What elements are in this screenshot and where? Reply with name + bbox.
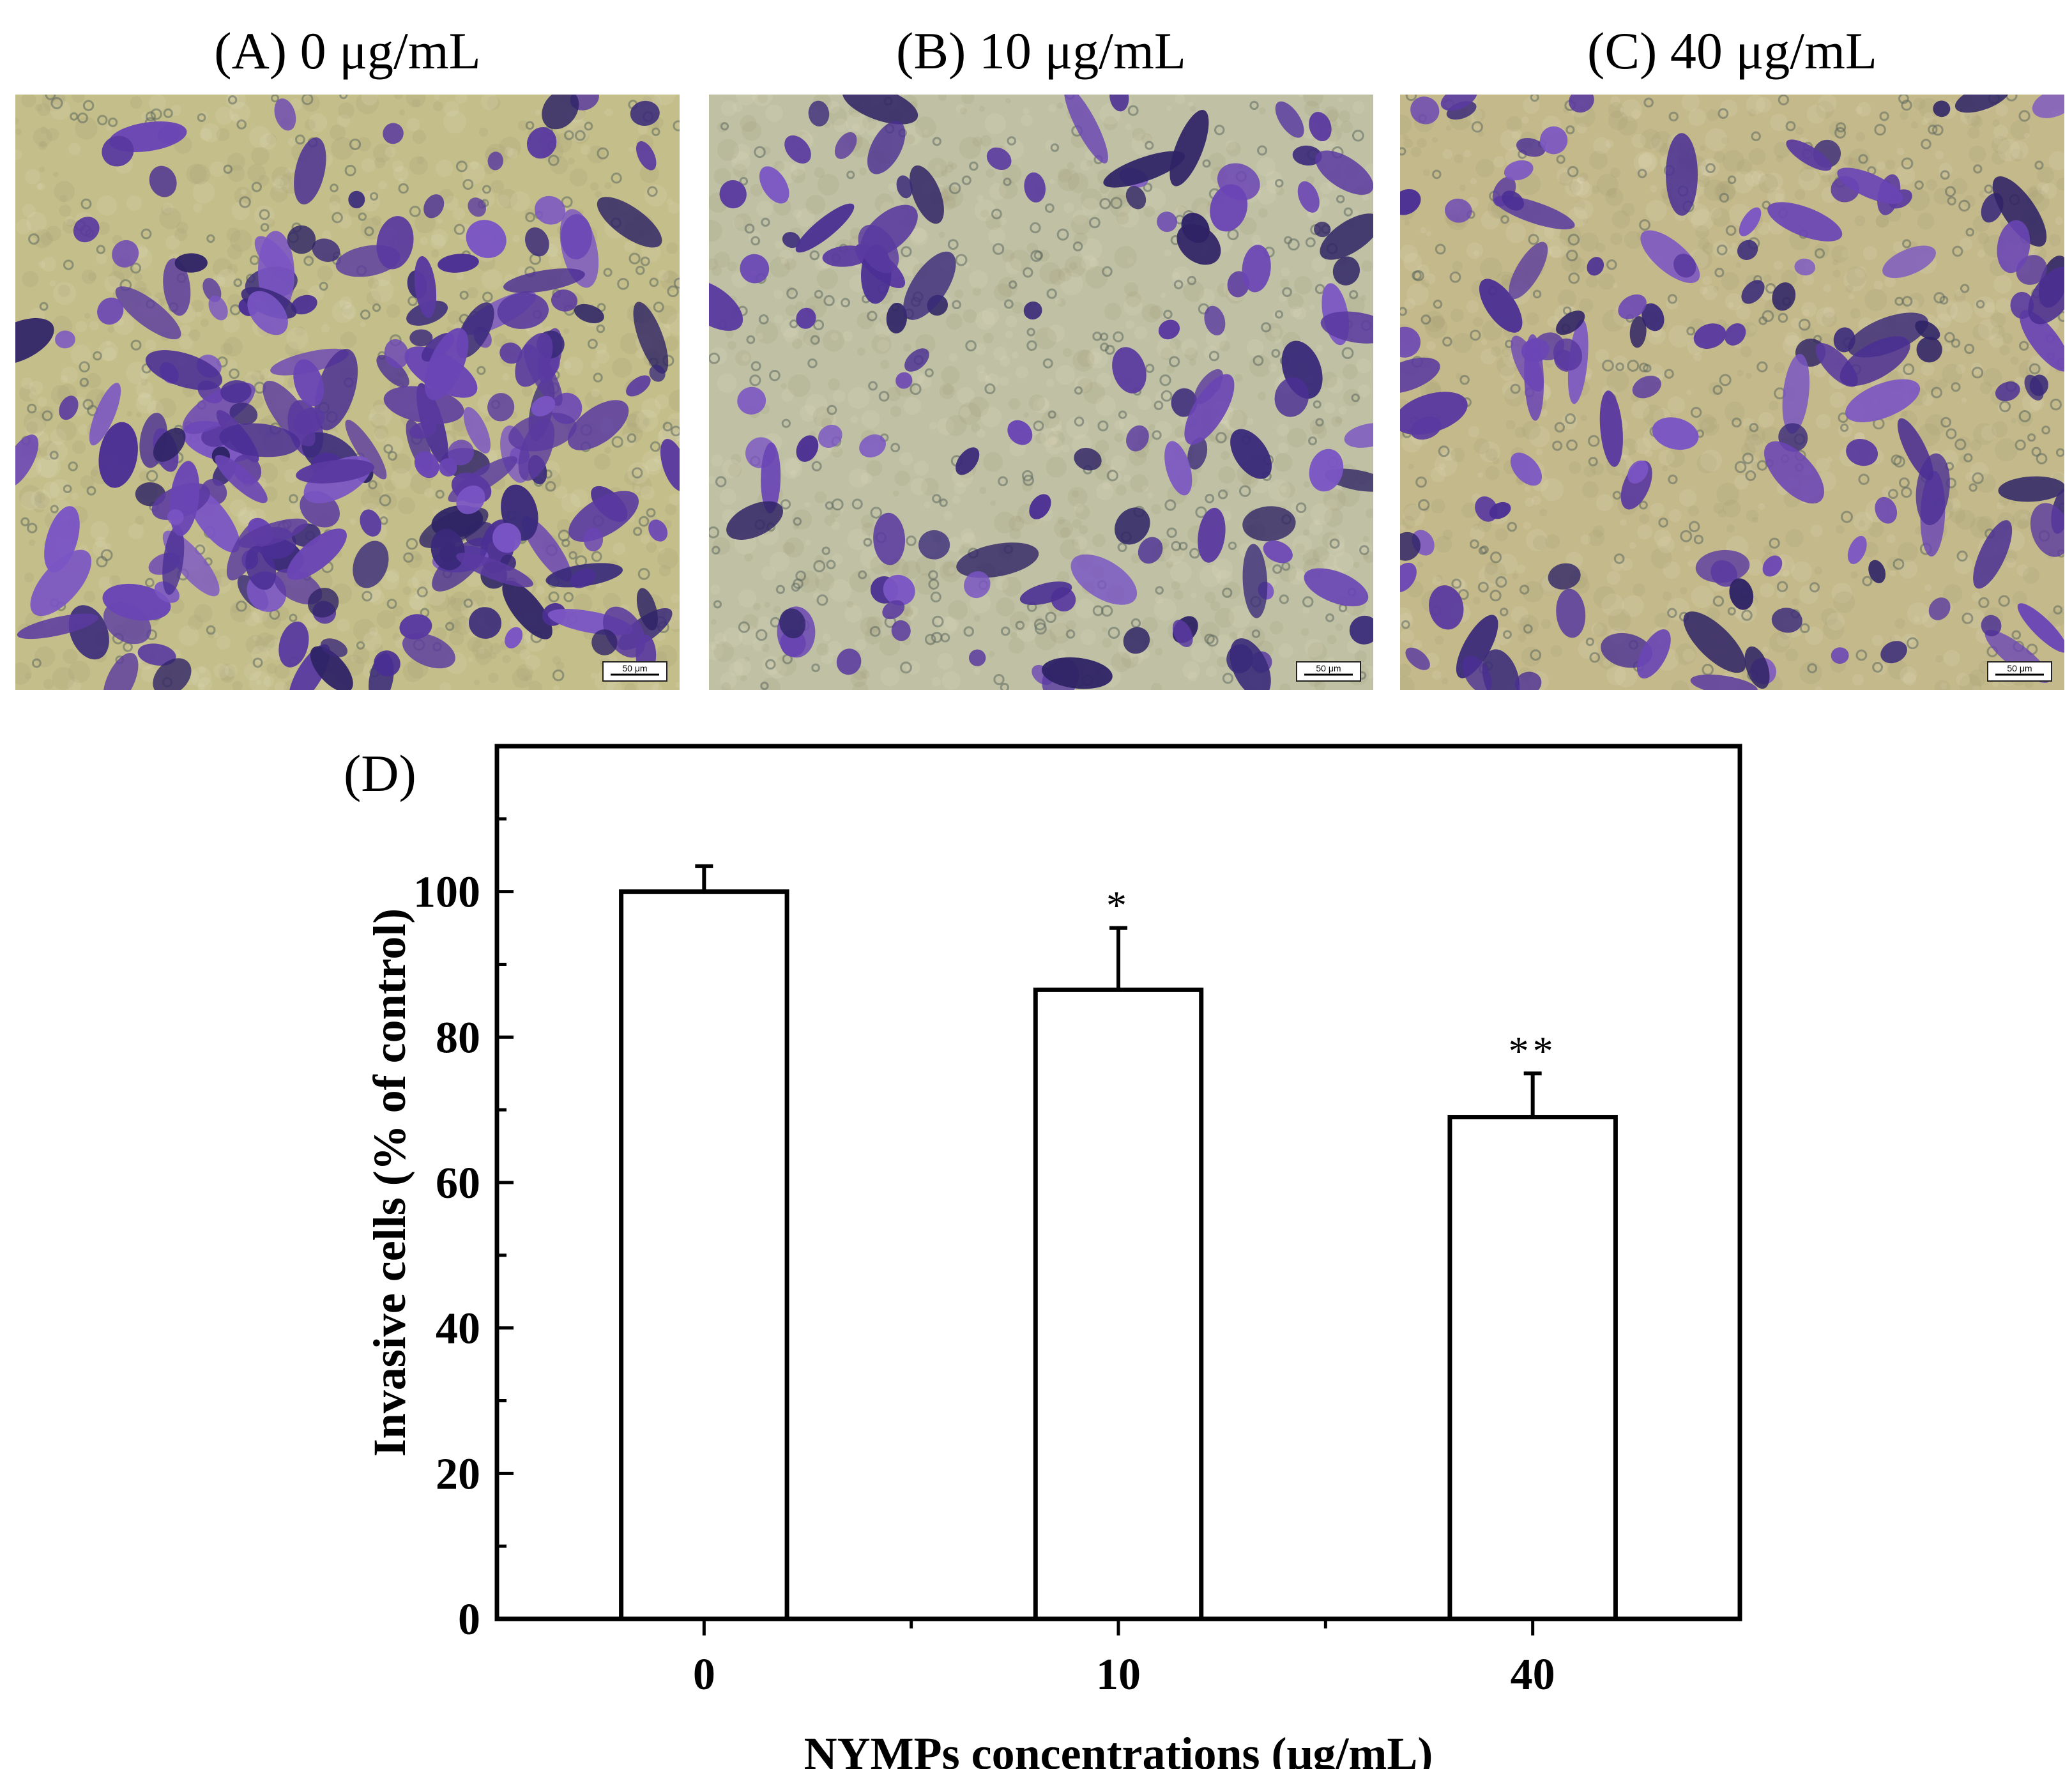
micrograph-c: 50 μm xyxy=(1400,95,2064,690)
x-tick-label: 40 xyxy=(1511,1650,1555,1699)
x-tick-label: 0 xyxy=(693,1650,715,1699)
y-tick-label: 60 xyxy=(436,1159,480,1208)
significance-marker: * xyxy=(1106,883,1131,928)
micrograph-a: 50 μm xyxy=(15,95,680,690)
significance-marker: ** xyxy=(1509,1028,1557,1073)
y-tick-label: 20 xyxy=(436,1450,480,1499)
scale-bar-label-b: 50 μm xyxy=(1316,663,1341,673)
scale-bar-label-a: 50 μm xyxy=(622,663,647,673)
scale-bar-label-c: 50 μm xyxy=(2007,663,2032,673)
y-axis-label: Invasive cells (% of control) xyxy=(364,908,415,1457)
y-tick-label: 0 xyxy=(458,1595,480,1644)
bar xyxy=(1033,987,1204,1621)
x-tick-label: 10 xyxy=(1096,1650,1141,1699)
panel-d-label: (D) xyxy=(344,744,416,802)
panel-c-title: (C) 40 μg/mL xyxy=(1587,22,1877,80)
micrograph-b: 50 μm xyxy=(709,95,1373,690)
bar xyxy=(1447,1115,1618,1621)
y-tick-label: 40 xyxy=(436,1305,480,1354)
y-tick-label: 100 xyxy=(413,868,480,917)
panel-a-title: (A) 0 μg/mL xyxy=(214,22,481,80)
bar xyxy=(619,889,789,1621)
panel-b-title: (B) 10 μg/mL xyxy=(896,22,1186,80)
x-axis-label: NYMPs concentrations (μg/mL) xyxy=(804,1728,1433,1769)
y-tick-label: 80 xyxy=(436,1013,480,1062)
